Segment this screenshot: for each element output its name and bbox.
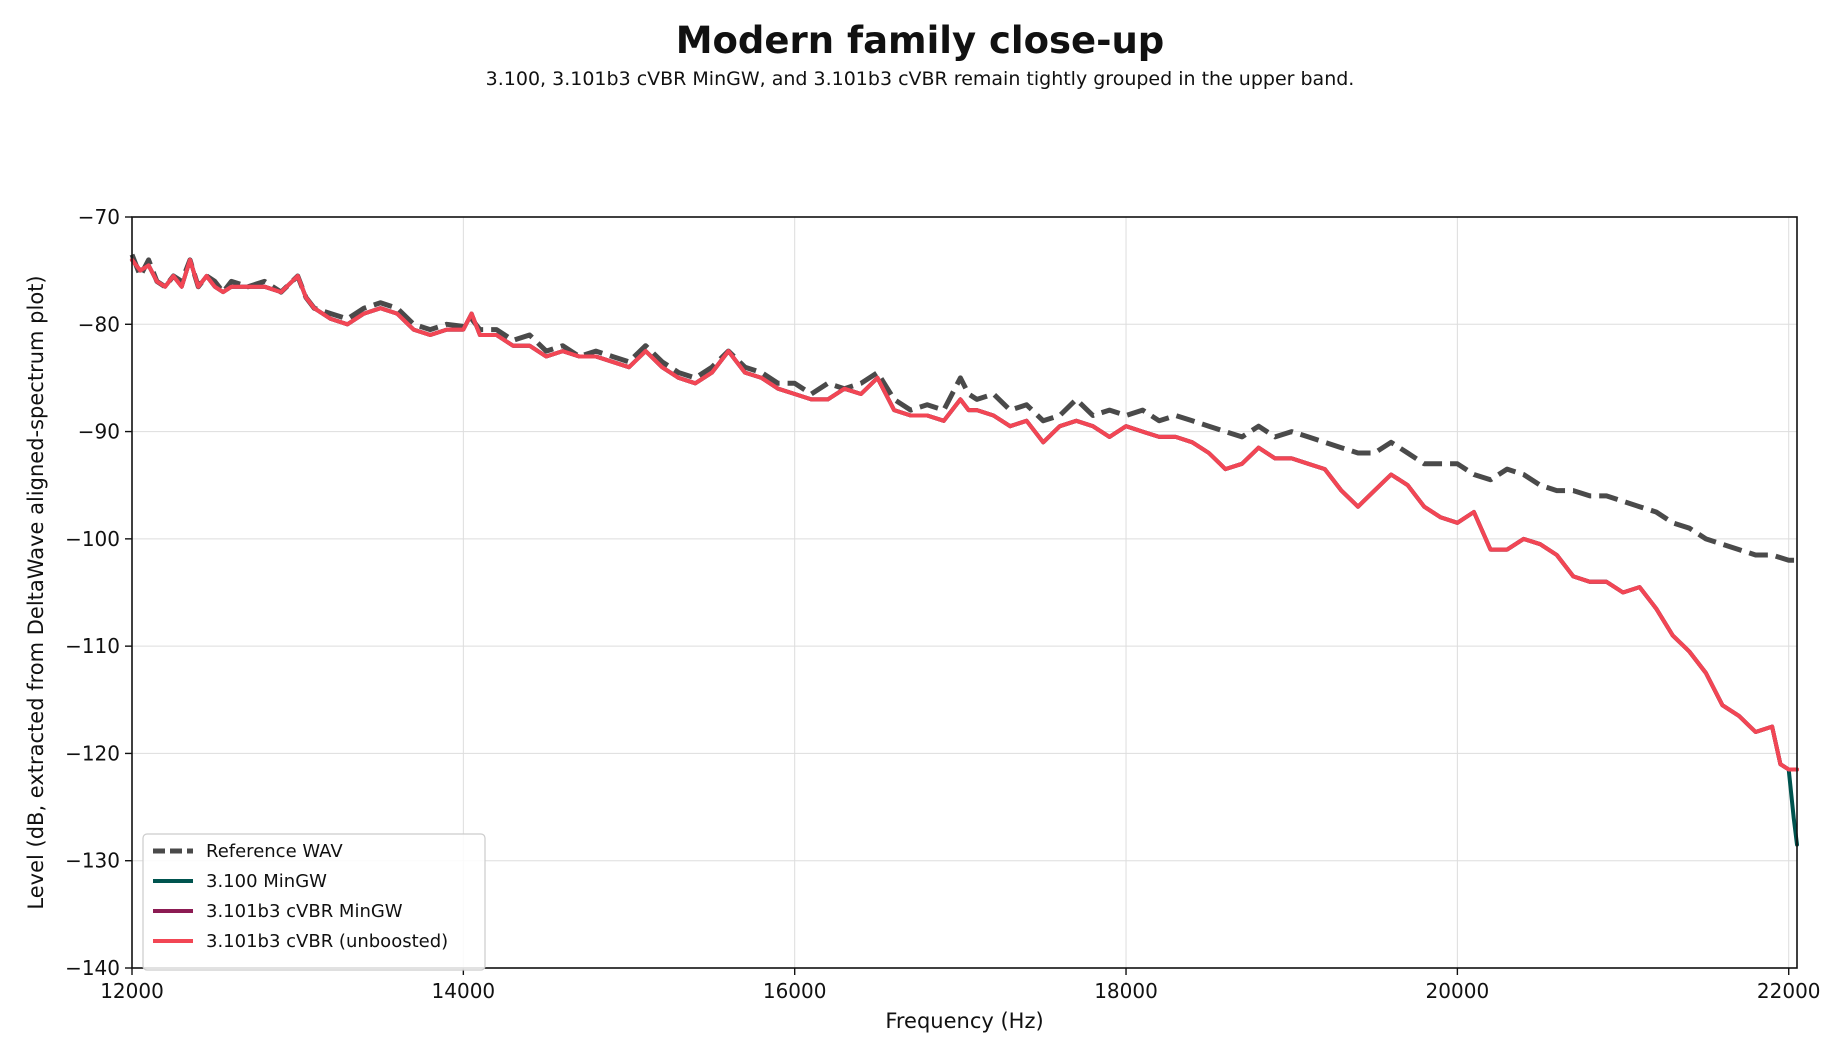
x-tick-label: 16000 — [763, 979, 827, 1003]
legend-entry-label: 3.101b3 cVBR MinGW — [206, 901, 403, 922]
x-axis-label: Frequency (Hz) — [885, 1009, 1043, 1033]
plot-frame — [131, 216, 1798, 969]
y-tick-label: −90 — [78, 420, 120, 444]
chart-subtitle: 3.100, 3.101b3 cVBR MinGW, and 3.101b3 c… — [486, 68, 1355, 90]
y-tick-label: −70 — [78, 205, 120, 229]
y-tick-label: −100 — [65, 527, 120, 551]
y-tick-label: −110 — [65, 634, 120, 658]
y-axis-label: Level (dB, extracted from DeltaWave alig… — [24, 275, 48, 909]
x-tick-label: 12000 — [100, 979, 164, 1003]
x-tick-label: 20000 — [1426, 979, 1490, 1003]
series-lines — [129, 253, 1799, 847]
chart-title: Modern family close-up — [676, 19, 1165, 62]
legend-entry-label: Reference WAV — [206, 841, 343, 862]
x-tick-label: 22000 — [1757, 979, 1821, 1003]
legend-entry-label: 3.101b3 cVBR (unboosted) — [206, 931, 448, 952]
legend-entry-label: 3.100 MinGW — [206, 871, 327, 892]
series-line-2 — [130, 257, 1799, 772]
legend: Reference WAV 3.100 MinGW 3.101b3 cVBR Min… — [142, 833, 486, 971]
x-tick-label: 14000 — [432, 979, 496, 1003]
axis-ticks: 12000 14000 16000 18000 20000 22000 −140 −130 −1… — [65, 205, 1820, 1003]
x-tick-label: 18000 — [1094, 979, 1158, 1003]
series-line-0 — [129, 253, 1797, 563]
series-line-3 — [130, 257, 1799, 772]
y-tick-label: −130 — [65, 849, 120, 873]
y-tick-label: −80 — [78, 312, 120, 336]
legend-box — [142, 833, 486, 971]
series-line-1 — [130, 257, 1799, 847]
y-tick-label: −140 — [65, 956, 120, 980]
y-tick-label: −120 — [65, 741, 120, 765]
